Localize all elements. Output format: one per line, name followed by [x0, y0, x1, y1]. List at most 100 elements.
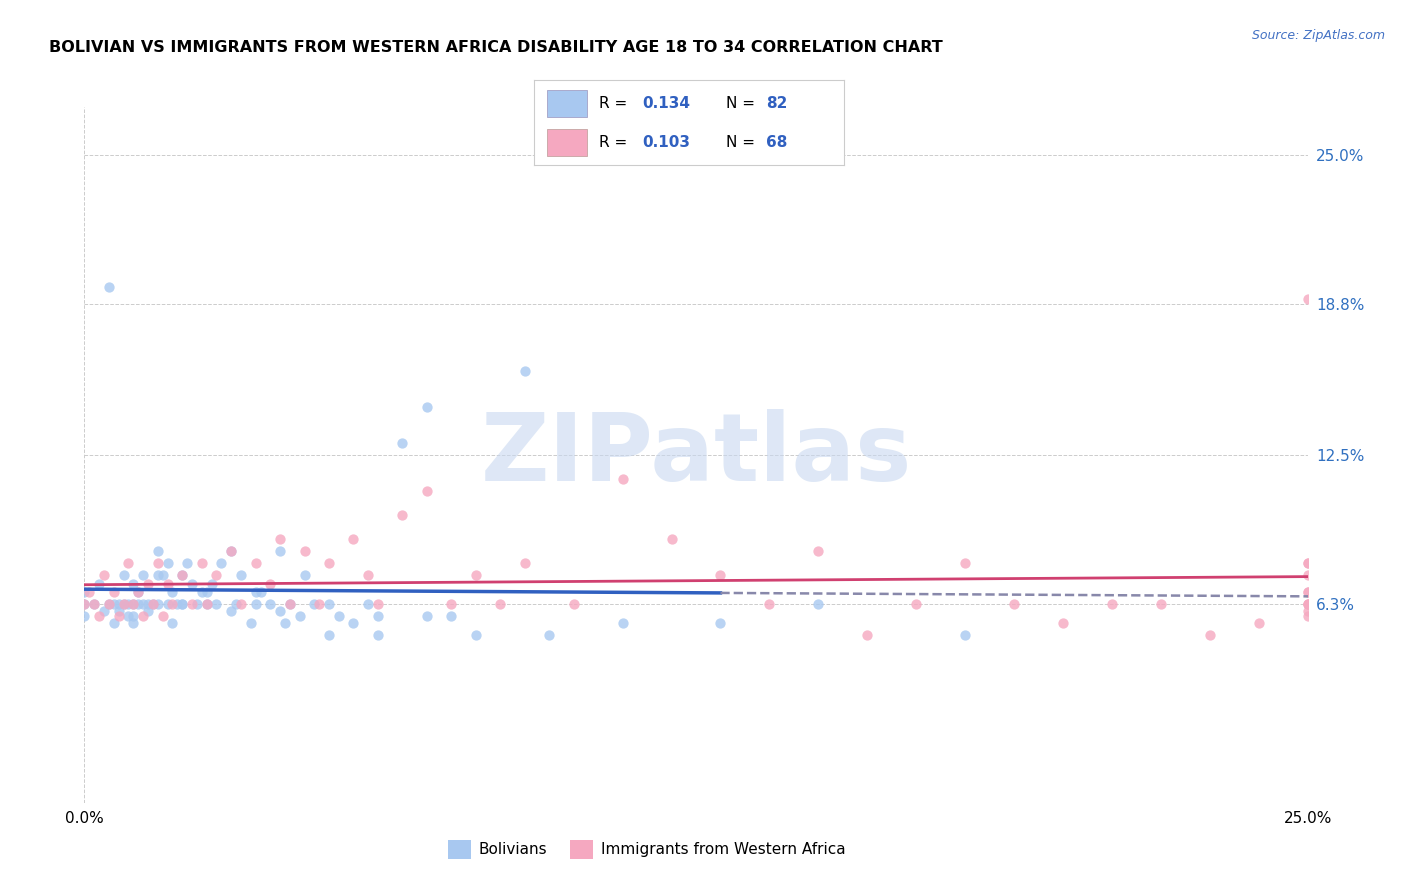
Point	[807, 597, 830, 611]
Point	[83, 597, 105, 611]
Point	[156, 556, 179, 570]
Point	[239, 615, 262, 630]
Point	[1296, 597, 1319, 611]
Point	[357, 567, 380, 582]
Point	[612, 615, 634, 630]
Point	[103, 584, 125, 599]
Point	[152, 567, 174, 582]
Point	[112, 597, 135, 611]
Point	[181, 597, 204, 611]
Point	[342, 532, 364, 546]
Point	[172, 597, 194, 611]
FancyBboxPatch shape	[547, 128, 586, 156]
Point	[132, 608, 155, 623]
Point	[132, 567, 155, 582]
Text: 82: 82	[766, 95, 787, 111]
Point	[308, 597, 330, 611]
Point	[205, 597, 228, 611]
Point	[112, 567, 135, 582]
Point	[97, 597, 120, 611]
Point	[127, 584, 149, 599]
Point	[156, 577, 179, 591]
Point	[1296, 556, 1319, 570]
Point	[127, 597, 149, 611]
Point	[1296, 597, 1319, 611]
Point	[489, 597, 512, 611]
Point	[162, 584, 184, 599]
Point	[162, 597, 184, 611]
FancyBboxPatch shape	[547, 89, 586, 117]
Point	[1101, 597, 1123, 611]
Point	[342, 615, 364, 630]
Text: BOLIVIAN VS IMMIGRANTS FROM WESTERN AFRICA DISABILITY AGE 18 TO 34 CORRELATION C: BOLIVIAN VS IMMIGRANTS FROM WESTERN AFRI…	[49, 40, 943, 55]
Point	[181, 577, 204, 591]
Point	[136, 604, 159, 618]
Point	[391, 436, 413, 450]
Text: R =: R =	[599, 95, 633, 111]
Point	[612, 472, 634, 486]
Point	[953, 556, 976, 570]
Point	[953, 628, 976, 642]
Point	[807, 544, 830, 558]
Point	[87, 608, 110, 623]
Point	[219, 544, 242, 558]
Point	[152, 608, 174, 623]
Point	[142, 597, 165, 611]
Point	[117, 608, 139, 623]
Point	[136, 577, 159, 591]
Point	[1296, 604, 1319, 618]
Point	[278, 597, 301, 611]
Point	[1198, 628, 1220, 642]
Text: R =: R =	[599, 135, 633, 150]
Point	[259, 577, 281, 591]
Point	[195, 584, 218, 599]
Point	[1247, 615, 1270, 630]
Point	[142, 597, 165, 611]
Point	[195, 597, 218, 611]
Point	[97, 597, 120, 611]
Point	[195, 597, 218, 611]
Point	[162, 615, 184, 630]
Point	[538, 628, 561, 642]
Point	[117, 597, 139, 611]
Point	[1296, 597, 1319, 611]
Point	[562, 597, 585, 611]
Point	[367, 608, 389, 623]
Point	[1296, 584, 1319, 599]
Point	[661, 532, 683, 546]
Point	[93, 604, 115, 618]
Point	[112, 597, 135, 611]
Point	[269, 604, 291, 618]
Text: N =: N =	[725, 95, 759, 111]
Point	[107, 597, 129, 611]
Point	[73, 608, 96, 623]
Point	[87, 577, 110, 591]
Text: 0.134: 0.134	[643, 95, 690, 111]
Point	[249, 584, 271, 599]
Point	[83, 597, 105, 611]
Point	[1296, 556, 1319, 570]
Point	[200, 577, 222, 591]
Text: 68: 68	[766, 135, 787, 150]
Point	[1002, 597, 1025, 611]
Point	[156, 597, 179, 611]
Point	[166, 597, 188, 611]
Point	[186, 597, 208, 611]
Point	[318, 628, 340, 642]
Point	[709, 615, 731, 630]
Point	[103, 615, 125, 630]
Point	[357, 597, 380, 611]
Point	[367, 628, 389, 642]
Point	[288, 608, 311, 623]
Point	[127, 584, 149, 599]
Point	[318, 597, 340, 611]
Point	[440, 597, 463, 611]
Point	[278, 597, 301, 611]
Point	[416, 608, 439, 623]
Point	[294, 544, 316, 558]
Point	[259, 597, 281, 611]
Point	[73, 584, 96, 599]
Point	[269, 532, 291, 546]
Point	[269, 544, 291, 558]
Point	[229, 567, 252, 582]
